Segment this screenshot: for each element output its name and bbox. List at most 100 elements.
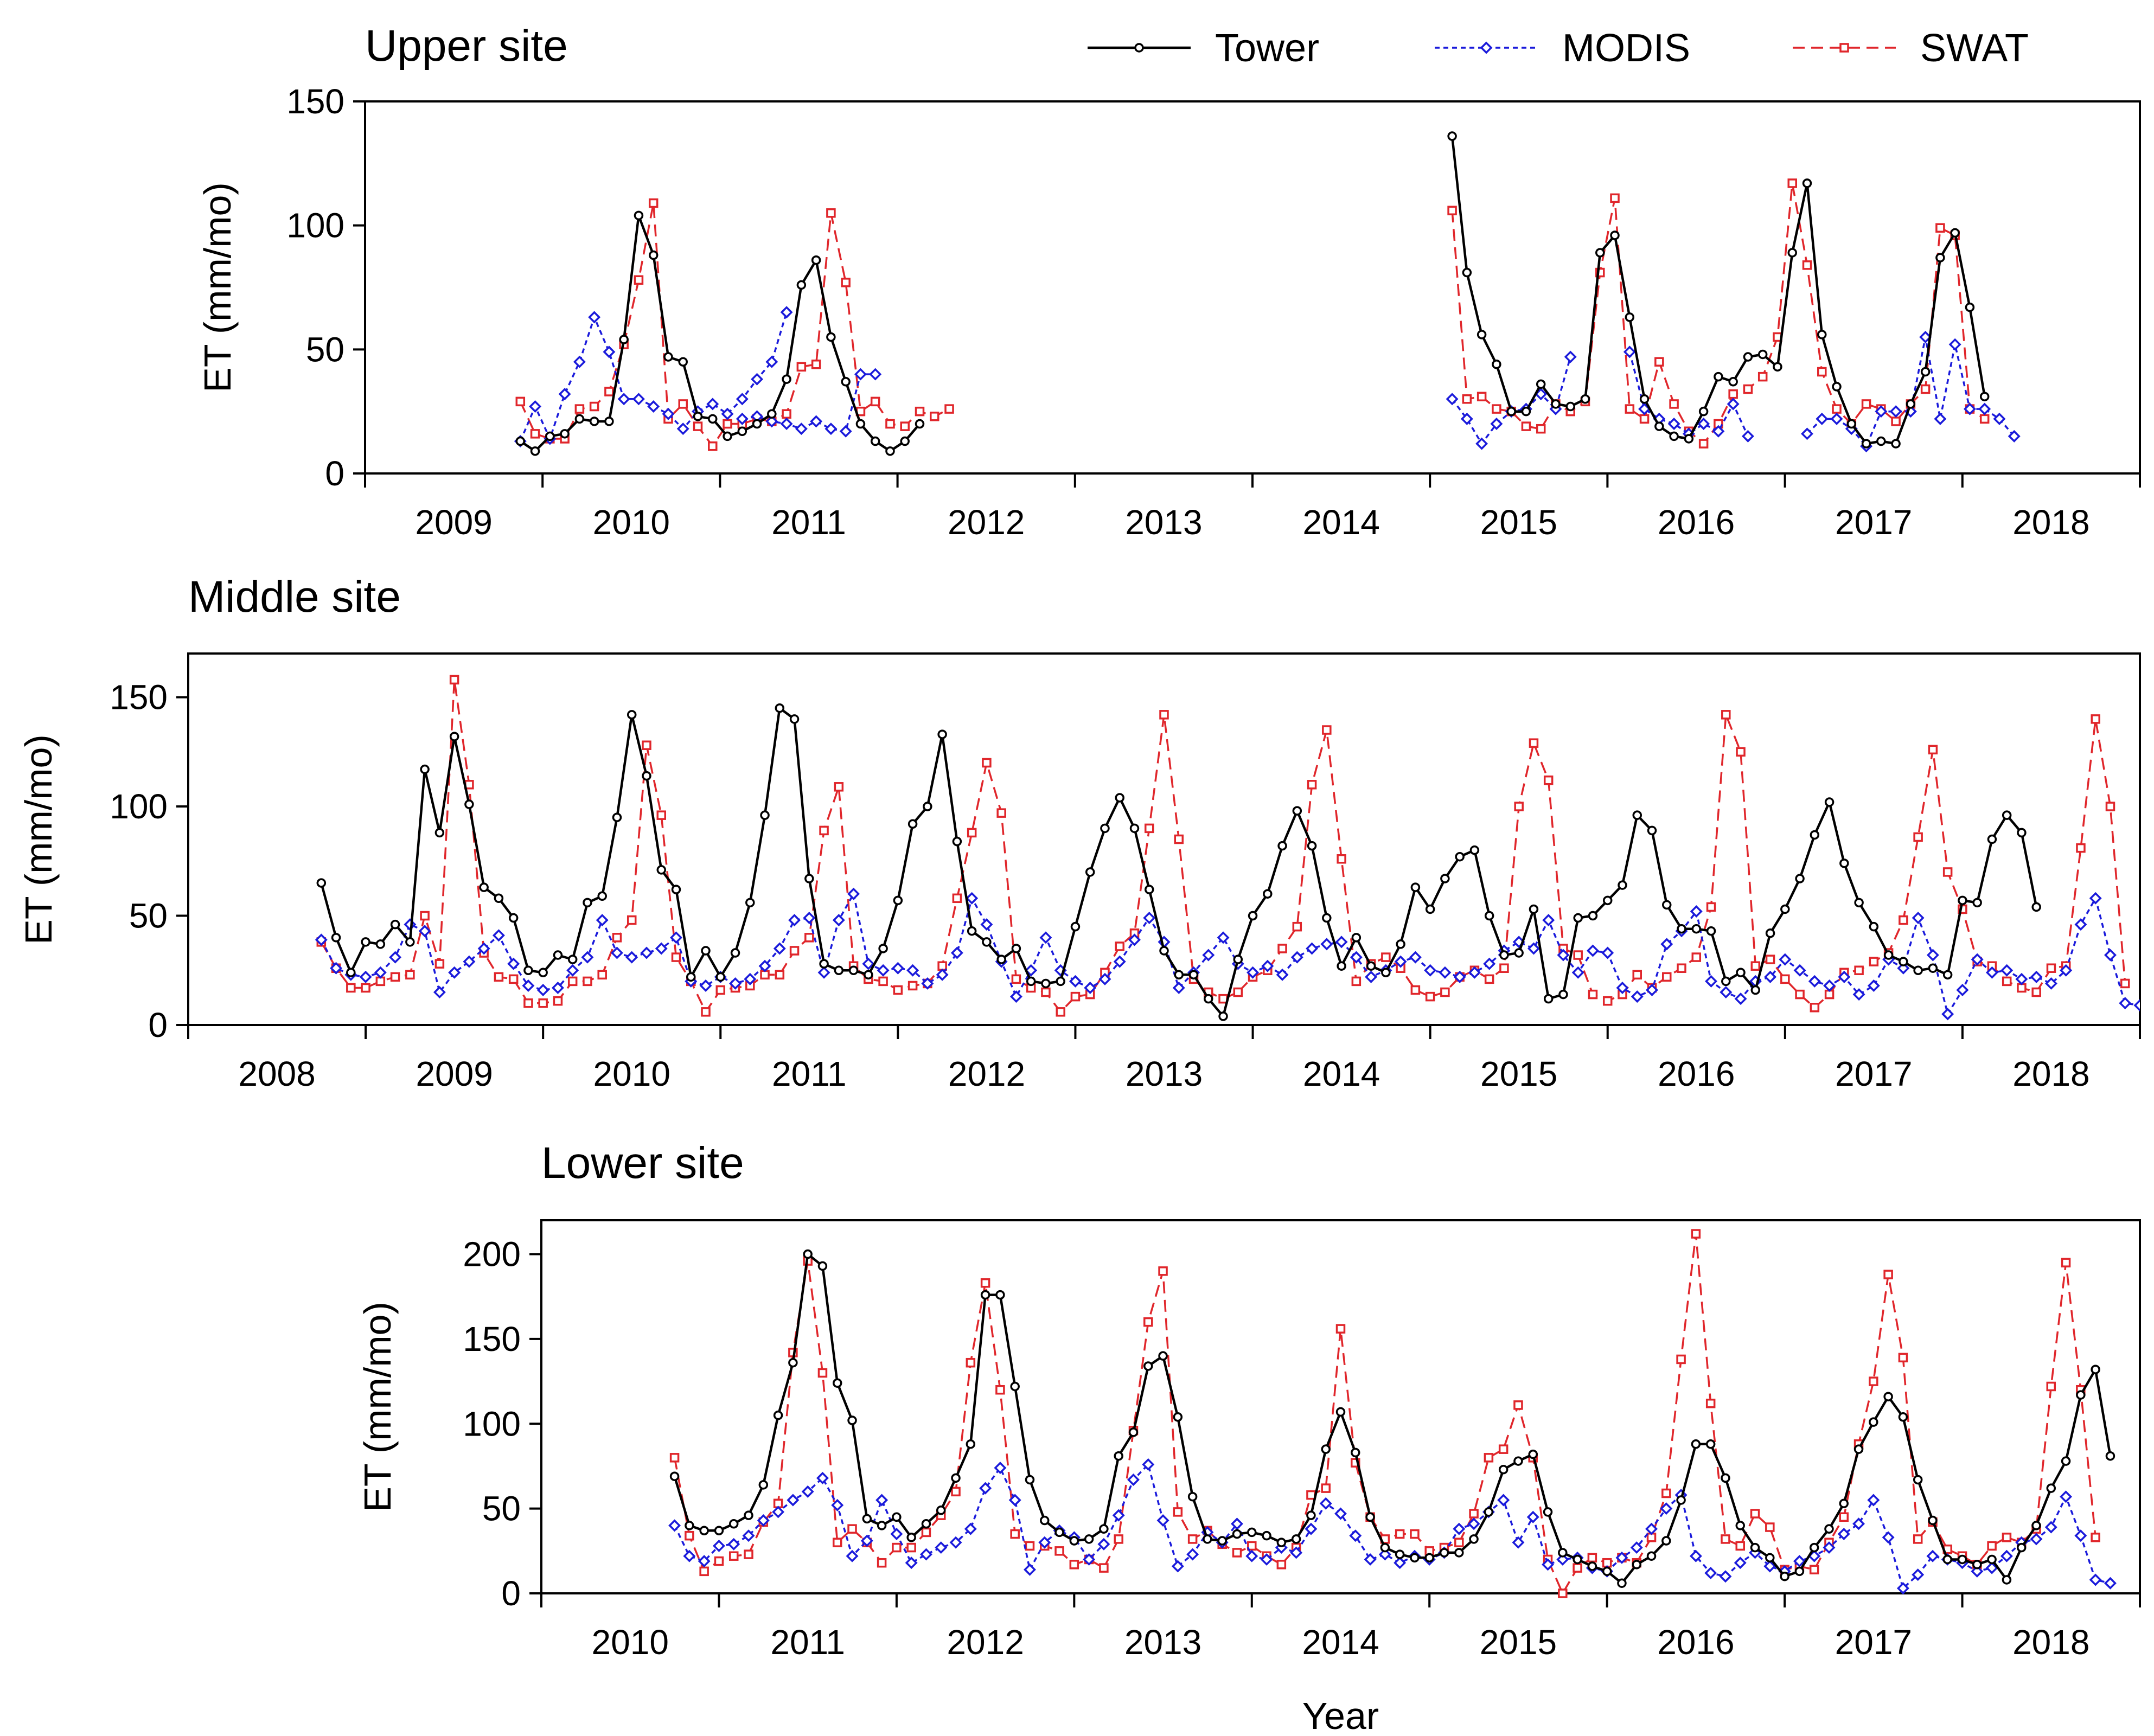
- middle-swat-point: [982, 758, 992, 768]
- middle-tower-point: [745, 898, 755, 908]
- lower-modis-point: [1689, 1549, 1702, 1562]
- legend-entry-tower: Tower: [1088, 27, 1319, 70]
- middle-modis-point: [1439, 966, 1452, 979]
- upper-swat-point: [1728, 389, 1738, 399]
- lower-modis-point: [875, 1494, 889, 1507]
- middle-swat-point: [1174, 834, 1184, 844]
- upper-tower-point: [619, 335, 629, 344]
- middle-tower-point: [804, 874, 814, 883]
- middle-swat-point: [538, 998, 548, 1008]
- lower-swat-point: [1721, 1534, 1730, 1544]
- middle-tower-point: [538, 968, 548, 978]
- lower-tower-point: [1232, 1529, 1242, 1539]
- lower-swat-point: [1691, 1229, 1701, 1239]
- middle-modis-point: [921, 977, 934, 990]
- middle-modis-point: [1409, 951, 1422, 964]
- lower-swat-point: [1750, 1509, 1760, 1519]
- middle-swat-point: [1721, 710, 1731, 720]
- lower-tower-point: [951, 1473, 961, 1483]
- legend-label: MODIS: [1562, 27, 1690, 70]
- middle-swat-point: [2002, 976, 2012, 986]
- middle-tower-point: [1277, 841, 1287, 851]
- upper-tower-point: [1610, 230, 1620, 240]
- upper-tower-point: [1817, 330, 1827, 339]
- x-axis-title: Year: [1302, 1695, 1379, 1736]
- upper-swat-point: [1832, 404, 1842, 414]
- upper-swat-line: [519, 202, 950, 447]
- middle-modis-point: [862, 957, 875, 970]
- upper-swat-point: [1669, 399, 1679, 409]
- middle-x-tick-label: 2017: [1835, 1054, 1912, 1093]
- middle-modis-point: [2074, 918, 2087, 931]
- lower-tower-point: [1365, 1512, 1375, 1522]
- lower-tower-point: [892, 1512, 902, 1522]
- upper-tower-point: [1462, 267, 1472, 278]
- upper-tower-point: [545, 431, 555, 441]
- lower-tower-point: [1187, 1491, 1198, 1502]
- middle-swat-point: [420, 911, 430, 921]
- middle-swat-point: [449, 675, 459, 685]
- lower-swat-point: [1173, 1507, 1183, 1517]
- middle-modis-point: [610, 946, 623, 959]
- lower-tower-point: [1395, 1549, 1405, 1559]
- lower-swat-point: [1187, 1534, 1198, 1544]
- middle-tower-point: [1573, 913, 1583, 923]
- lower-tower-point: [685, 1521, 694, 1530]
- middle-tower-point: [1499, 950, 1509, 960]
- lower-modis-point: [683, 1549, 696, 1562]
- lower-modis-point: [2074, 1529, 2087, 1542]
- lower-swat-point: [1306, 1490, 1316, 1500]
- upper-modis-point: [1697, 418, 1710, 431]
- middle-tower-point: [848, 965, 859, 976]
- upper-swat-point: [678, 399, 688, 409]
- upper-swat-point: [574, 404, 585, 414]
- lower-swat-point: [728, 1551, 739, 1561]
- upper-tower-point: [1565, 401, 1575, 412]
- upper-modis-point: [736, 393, 749, 406]
- lower-modis-point: [1896, 1582, 1909, 1595]
- middle-modis-point: [477, 942, 490, 955]
- upper-swat-line: [1451, 182, 1985, 445]
- middle-tower-point: [390, 919, 400, 930]
- lower-tower-point: [2061, 1456, 2071, 1466]
- upper-modis-line: [1628, 351, 1749, 437]
- upper-swat-point: [1536, 424, 1546, 434]
- middle-swat-point: [834, 782, 844, 792]
- lower-series-modis: [668, 1458, 2117, 1595]
- middle-modis-point: [1084, 982, 1097, 994]
- upper-modis-point: [1712, 425, 1725, 438]
- middle-swat-point: [1928, 745, 1938, 755]
- lower-tower-point: [669, 1471, 680, 1481]
- middle-tower-point: [1174, 970, 1184, 980]
- lower-modis-point: [1231, 1517, 1243, 1530]
- upper-panel: Upper site ET (mm/mo) 0 50 100 150 2009 2010 201…: [196, 21, 2141, 542]
- middle-tower-point: [553, 950, 563, 960]
- middle-tower-point: [878, 944, 888, 953]
- lower-swat-point: [1573, 1563, 1582, 1573]
- lower-tower-point: [1276, 1538, 1287, 1547]
- upper-tower-point: [1861, 439, 1871, 449]
- middle-tower-point: [2017, 828, 2027, 838]
- middle-tower-point: [1647, 825, 1657, 836]
- upper-tower-point: [1757, 349, 1768, 360]
- upper-swat-point: [1639, 414, 1650, 424]
- middle-tower-point: [1070, 921, 1081, 932]
- middle-swat-point: [553, 996, 563, 1006]
- lower-tower-point: [862, 1514, 872, 1524]
- lower-tower-point: [1247, 1527, 1257, 1538]
- middle-modis-point: [1616, 982, 1629, 994]
- lower-tower-point: [847, 1415, 857, 1425]
- middle-swat-point: [1750, 961, 1761, 971]
- lower-tower-point: [1335, 1407, 1346, 1417]
- middle-modis-point: [1867, 979, 1880, 992]
- lower-modis-point: [1290, 1546, 1303, 1559]
- upper-modis-point: [676, 422, 689, 435]
- lower-modis-point: [698, 1555, 711, 1568]
- upper-x-tick-label: 2013: [1125, 503, 1202, 542]
- middle-modis-point: [2119, 997, 2132, 1010]
- lower-tower-point: [1928, 1515, 1938, 1526]
- lower-tower-point: [1602, 1566, 1612, 1577]
- lower-tower-point: [1809, 1542, 1819, 1553]
- middle-modis-point: [1646, 984, 1658, 997]
- upper-tower-point: [1595, 248, 1605, 258]
